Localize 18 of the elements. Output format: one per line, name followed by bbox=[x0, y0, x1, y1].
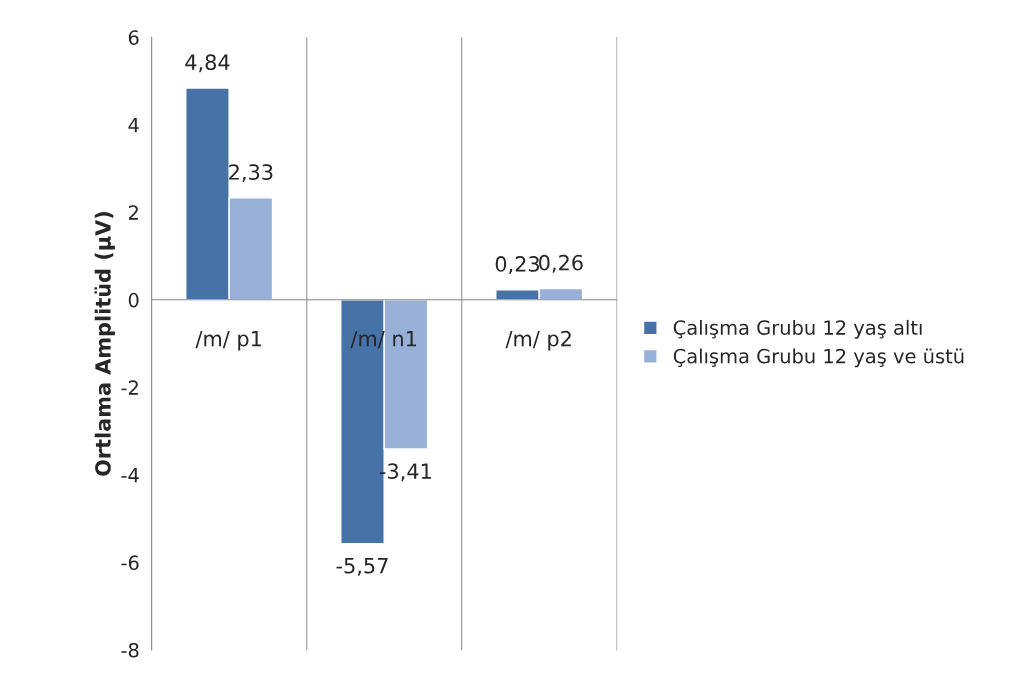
legend-label: Çalışma Grubu 12 yaş ve üstü bbox=[673, 348, 964, 368]
data-label: 0,26 bbox=[539, 254, 583, 273]
data-label: 2,33 bbox=[229, 164, 273, 183]
data-label: 0,23 bbox=[495, 256, 540, 274]
y-tick-label: -2 bbox=[121, 380, 138, 395]
legend-label: Çalışma Grubu 12 yaş altı bbox=[673, 319, 922, 339]
y-tick-label: 4 bbox=[128, 117, 139, 133]
y-tick-label: -6 bbox=[121, 555, 139, 571]
y-tick-label: -4 bbox=[121, 468, 139, 483]
data-label: -5,57 bbox=[336, 558, 388, 576]
y-tick-label: -8 bbox=[121, 642, 139, 658]
x-tick-label: /m/ p1 bbox=[195, 331, 261, 351]
x-tick-label: /m/ p2 bbox=[505, 330, 571, 351]
y-tick-label: 0 bbox=[128, 292, 139, 308]
y-axis-title: Ortlama Amplitüd (µV) bbox=[94, 212, 115, 476]
y-tick-label: 6 bbox=[128, 30, 139, 45]
y-tick-label: 2 bbox=[128, 205, 138, 220]
data-label: 4,84 bbox=[185, 54, 230, 73]
